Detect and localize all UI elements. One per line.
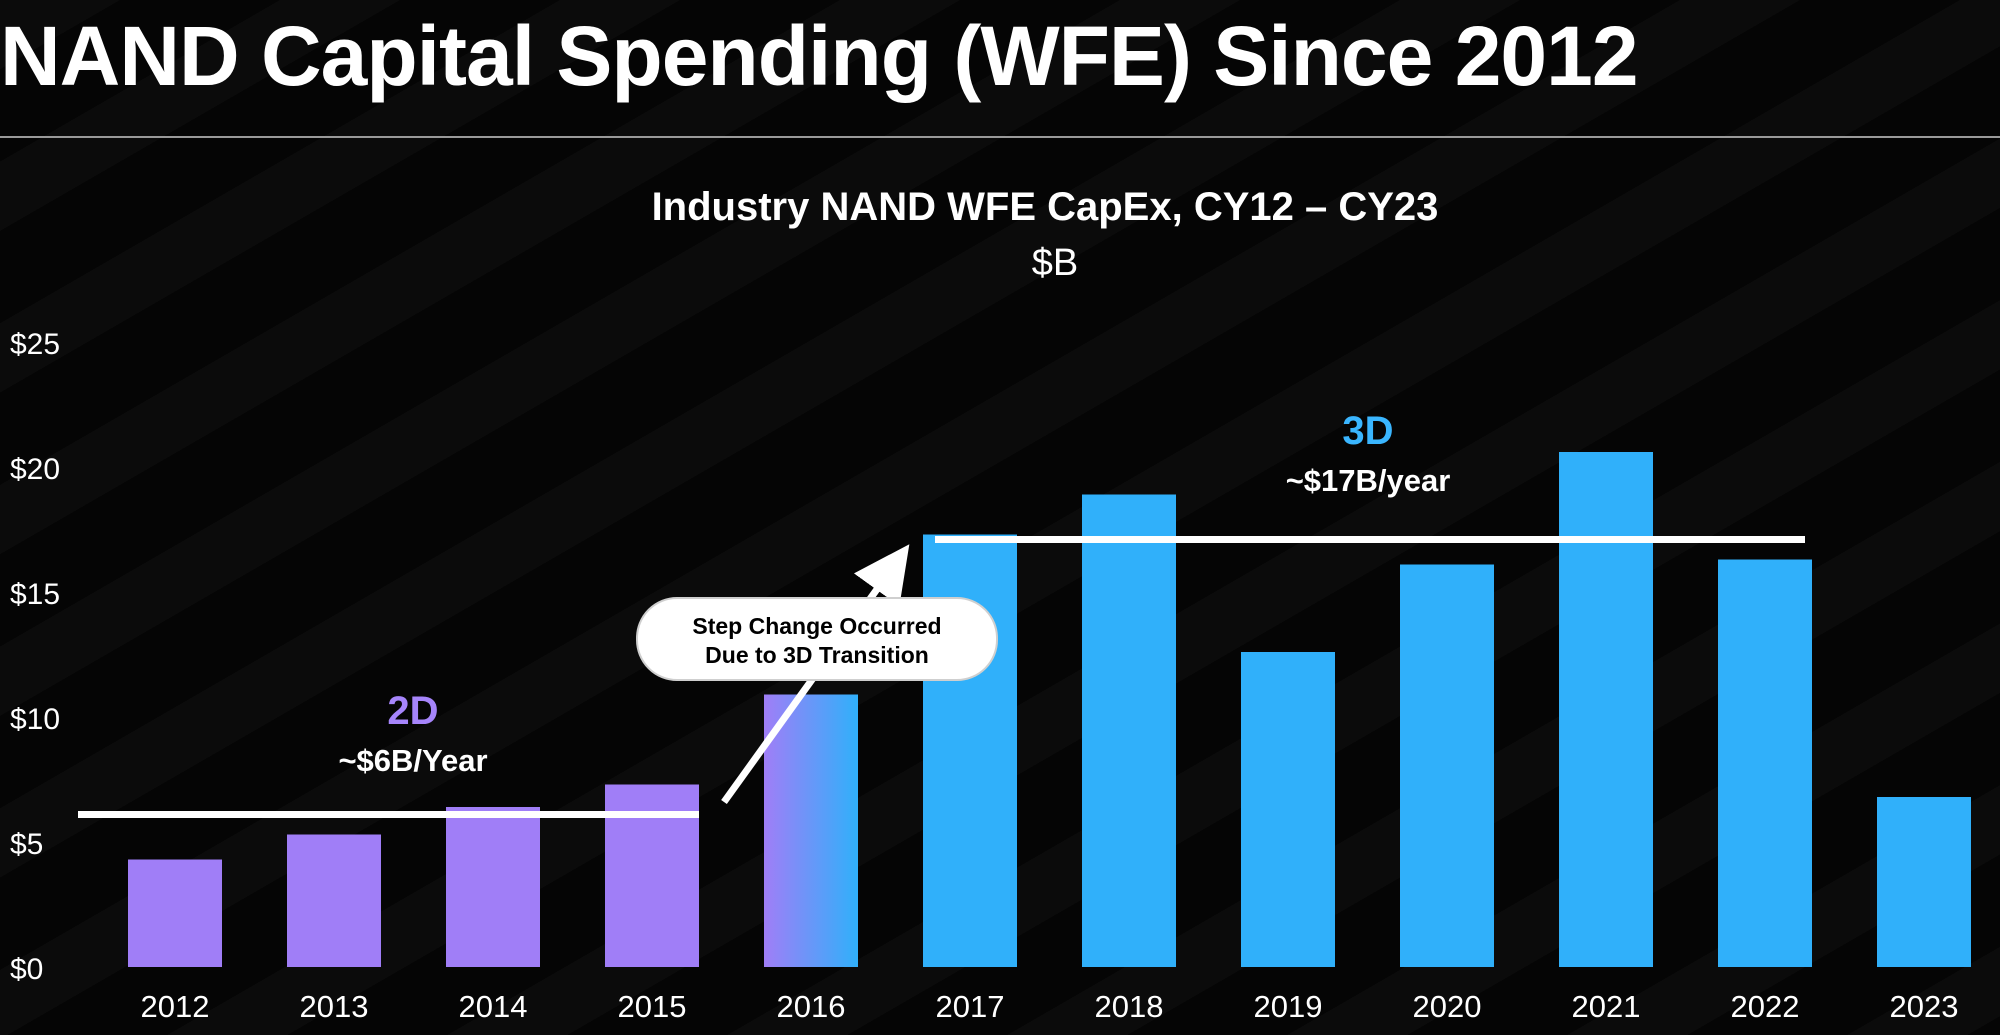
- era-label-2d: 2D: [387, 689, 438, 733]
- chart-unit-subtitle: $B: [1032, 242, 1078, 284]
- chart-title: Industry NAND WFE CapEx, CY12 – CY23: [652, 185, 1439, 229]
- x-tick-label: 2014: [459, 989, 528, 1024]
- bar-2016: [764, 694, 858, 967]
- y-tick-label: $15: [10, 578, 60, 611]
- y-tick-label: $25: [10, 328, 60, 361]
- x-tick-label: 2017: [936, 989, 1005, 1024]
- callout-line-2: Due to 3D Transition: [705, 642, 929, 668]
- x-tick-label: 2015: [618, 989, 687, 1024]
- y-tick-label: $5: [10, 828, 43, 861]
- bar-2021: [1559, 452, 1653, 967]
- title-divider: [0, 136, 2000, 138]
- bar-2013: [287, 834, 381, 967]
- x-tick-label: 2012: [141, 989, 210, 1024]
- slide-title: NAND Capital Spending (WFE) Since 2012: [0, 9, 1639, 103]
- bar-2020: [1400, 564, 1494, 967]
- era-sublabel-3d: ~$17B/year: [1286, 463, 1451, 498]
- bar-2019: [1241, 652, 1335, 967]
- y-tick-label: $20: [10, 453, 60, 486]
- x-tick-label: 2018: [1095, 989, 1164, 1024]
- x-tick-label: 2019: [1254, 989, 1323, 1024]
- x-tick-label: 2022: [1731, 989, 1800, 1024]
- callout-line-1: Step Change Occurred: [692, 613, 941, 639]
- x-tick-label: 2013: [300, 989, 369, 1024]
- bar-2012: [128, 859, 222, 967]
- x-tick-label: 2020: [1413, 989, 1482, 1024]
- x-tick-label: 2023: [1890, 989, 1959, 1024]
- bar-2018: [1082, 494, 1176, 967]
- era-sublabel-2d: ~$6B/Year: [338, 743, 487, 778]
- bar-2022: [1718, 559, 1812, 967]
- y-tick-label: $10: [10, 703, 60, 736]
- bar-2014: [446, 807, 540, 967]
- x-tick-label: 2021: [1572, 989, 1641, 1024]
- era-label-3d: 3D: [1342, 409, 1393, 453]
- callout-bubble: [636, 597, 998, 681]
- bar-2023: [1877, 797, 1971, 967]
- x-tick-label: 2016: [777, 989, 846, 1024]
- y-tick-label: $0: [10, 953, 43, 986]
